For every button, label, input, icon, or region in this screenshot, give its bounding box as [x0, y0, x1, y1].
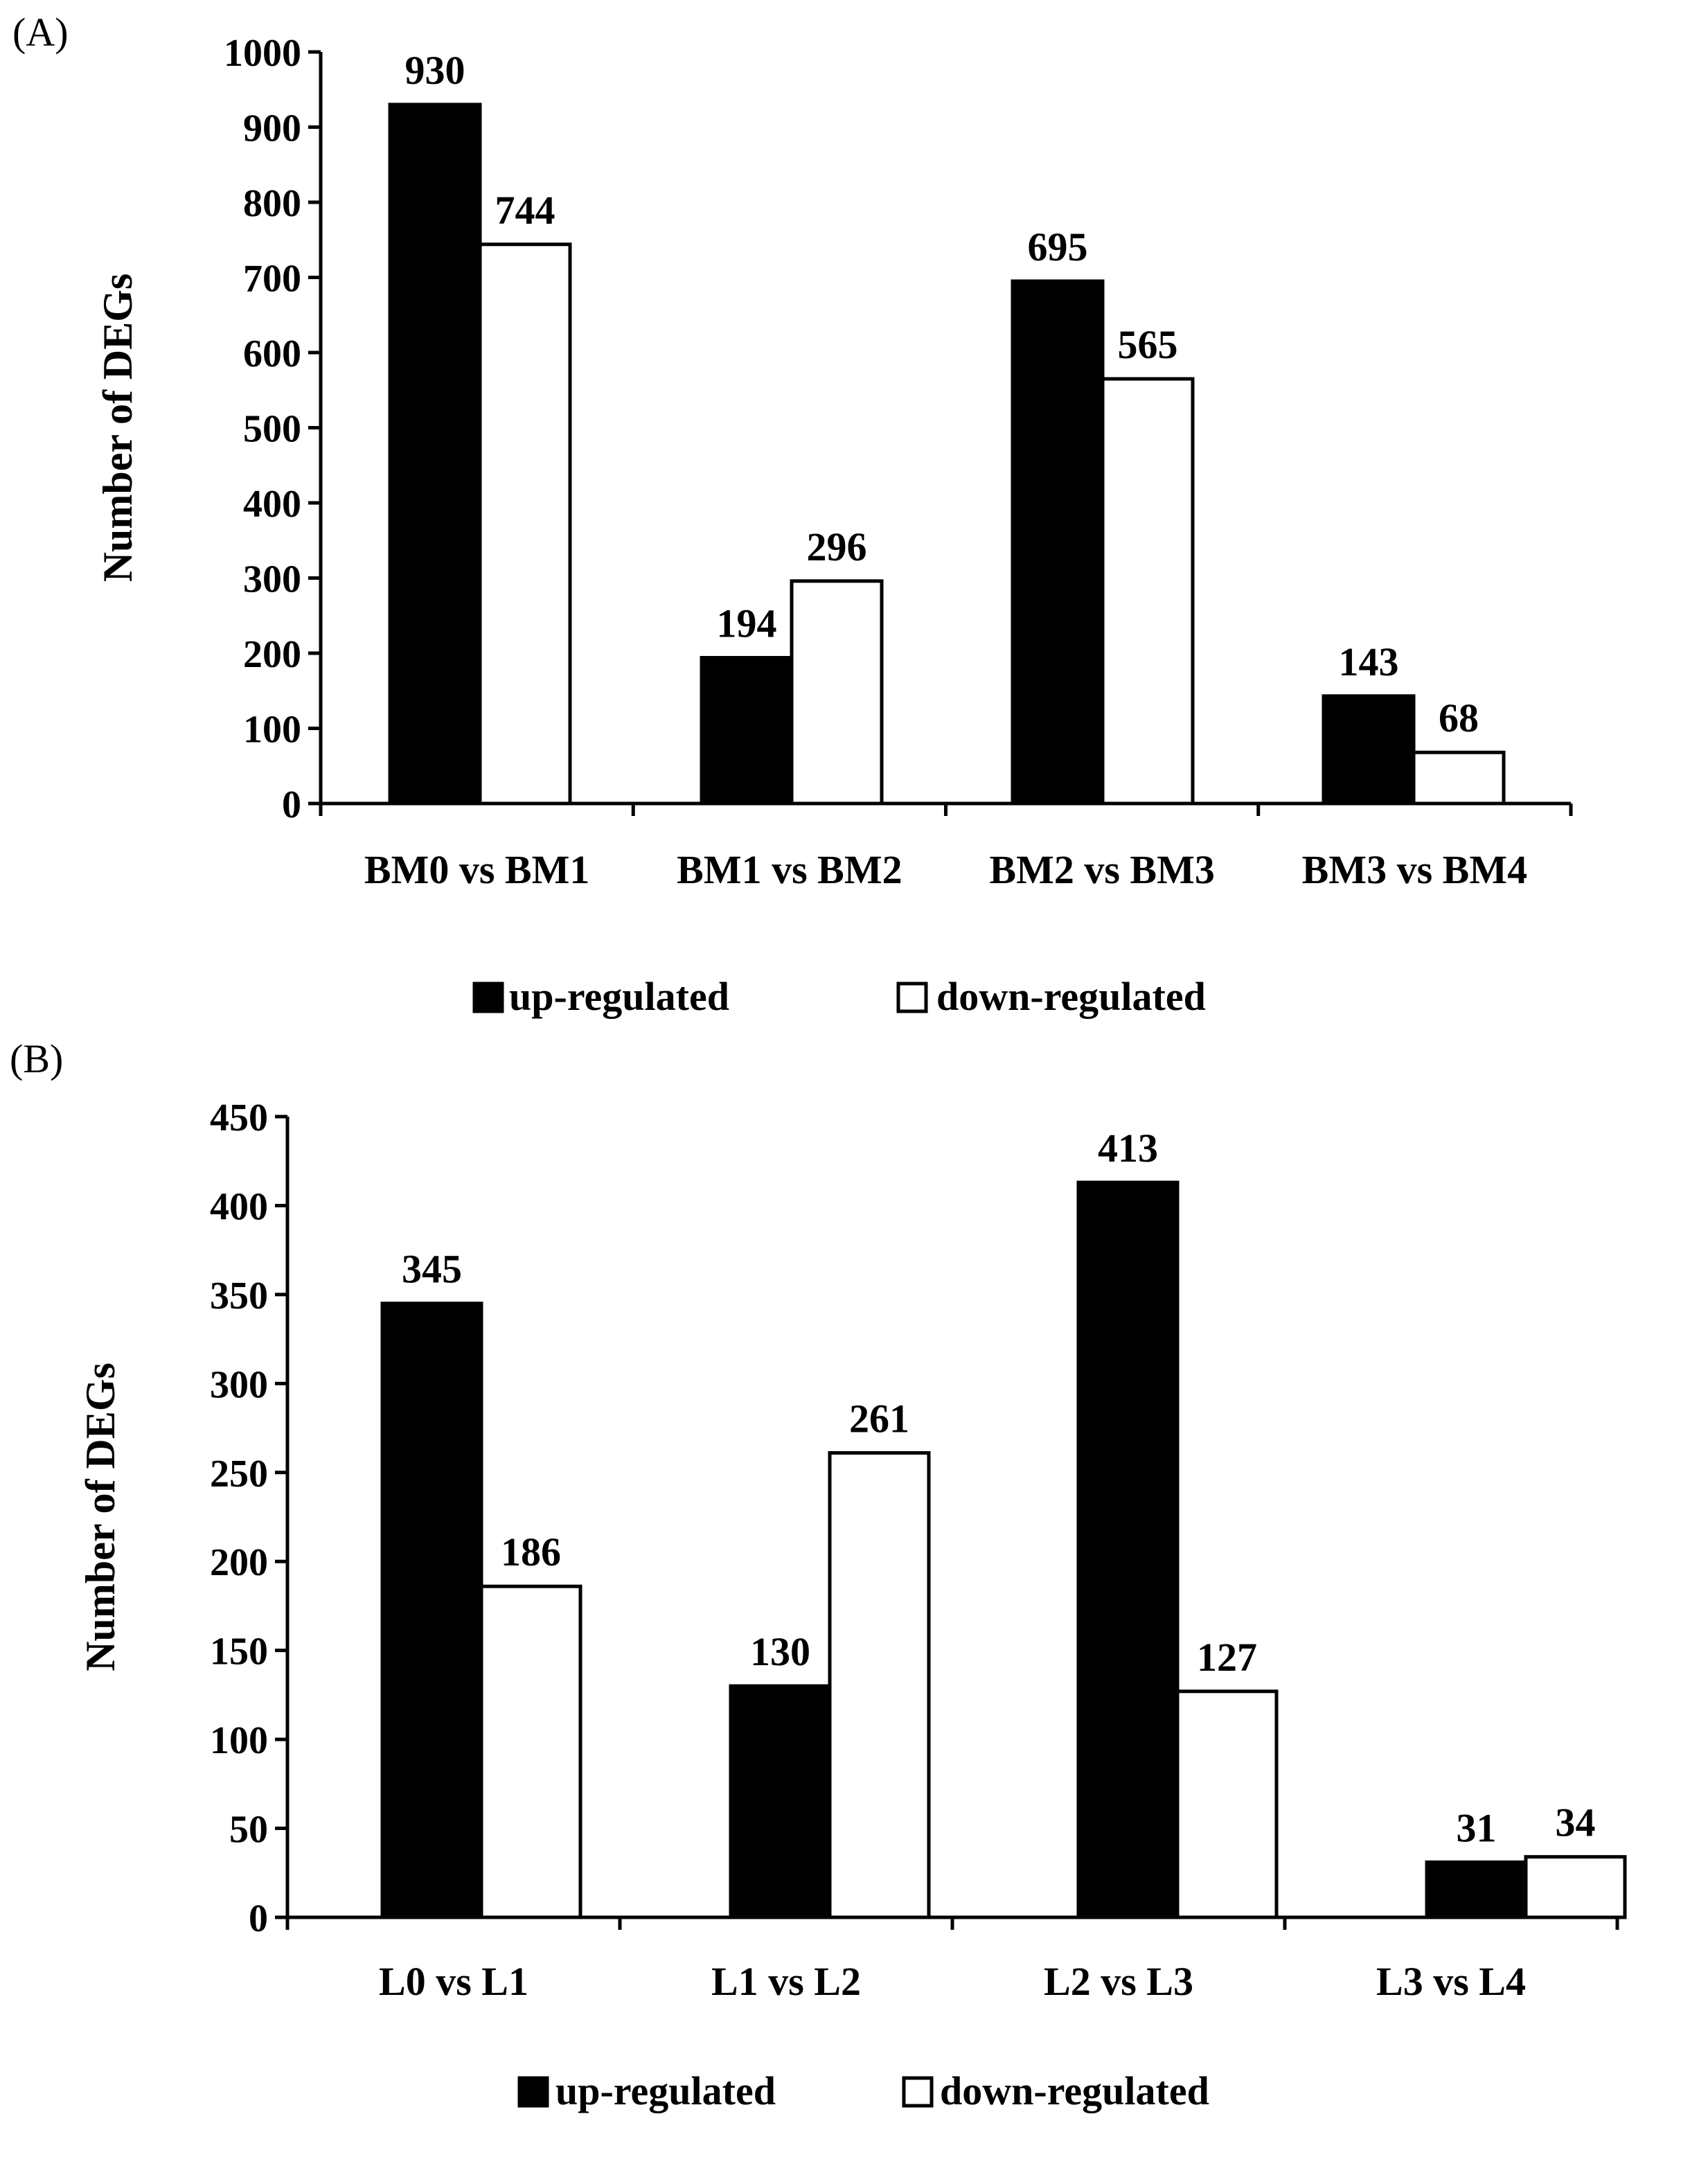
y-tick-label: 50: [229, 1809, 268, 1852]
x-tick-label: BM1 vs BM2: [677, 847, 902, 892]
bar-down-0: [479, 1584, 582, 1919]
data-label: 744: [495, 188, 555, 233]
legend: up-regulated down-regulated: [472, 974, 1206, 1019]
y-tick-label: 500: [243, 408, 301, 451]
x-tick-label: BM0 vs BM1: [364, 847, 589, 892]
data-label: 34: [1556, 1800, 1596, 1845]
bar-up-3: [1425, 1860, 1528, 1919]
y-tick-label: 100: [243, 709, 301, 752]
y-tick-label: 200: [243, 633, 301, 676]
bar-down-1: [790, 579, 884, 806]
x-tick-label: L3 vs L4: [1376, 1959, 1526, 2004]
data-label: 930: [405, 48, 465, 93]
y-tick-label: 700: [243, 258, 301, 301]
y-tick-label: 250: [210, 1453, 268, 1495]
panel-label: (B): [10, 1036, 63, 1081]
bar-down-2: [1175, 1689, 1279, 1919]
data-label: 413: [1098, 1126, 1158, 1171]
bar-down-0: [478, 242, 572, 806]
y-tick-label: 100: [210, 1719, 268, 1762]
legend-label: down-regulated: [936, 974, 1206, 1019]
legend: up-regulated down-regulated: [517, 2068, 1209, 2113]
data-label: 186: [501, 1529, 561, 1574]
data-label: 695: [1028, 224, 1088, 269]
data-label: 31: [1457, 1805, 1497, 1850]
bar-up-2: [1011, 279, 1105, 806]
bar-up-1: [700, 656, 794, 806]
y-axis-label: Number of DEGs: [78, 1362, 123, 1671]
bar-up-2: [1076, 1180, 1180, 1919]
y-tick-label: 900: [243, 107, 301, 150]
legend-swatch-up: [472, 982, 504, 1013]
data-label: 345: [402, 1247, 462, 1292]
data-label: 296: [807, 524, 867, 569]
legend-swatch-up: [517, 2076, 549, 2108]
y-tick-label: 400: [210, 1185, 268, 1228]
data-label: 143: [1339, 639, 1399, 684]
y-tick-label: 0: [282, 783, 301, 826]
bar-down-3: [1524, 1855, 1627, 1919]
data-label: 130: [750, 1629, 810, 1674]
y-tick-label: 350: [210, 1275, 268, 1317]
bar-down-1: [828, 1451, 931, 1919]
chart-panel-b: (B) 0 50 100 150 200 250 300 350 400 450 L0 vs L1 L1…: [10, 1036, 1627, 2113]
data-label: 194: [717, 601, 777, 646]
y-tick-label: 1000: [224, 32, 301, 75]
data-label: 565: [1118, 322, 1178, 367]
x-tick-label: L0 vs L1: [379, 1959, 528, 2004]
y-axis-label: Number of DEGs: [95, 274, 141, 583]
bar-up-1: [729, 1684, 832, 1919]
bar-up-3: [1322, 694, 1416, 806]
legend-swatch-down: [896, 982, 928, 1013]
bar-up-0: [388, 103, 482, 806]
legend-swatch-down: [902, 2076, 934, 2108]
bar-up-0: [380, 1302, 483, 1919]
chart-panel-a: (A) 0 100 200 300 400 500 600 700 800 900 1000 BM0 v…: [12, 10, 1573, 1019]
bar-down-3: [1412, 750, 1506, 806]
x-tick-label: BM3 vs BM4: [1302, 847, 1527, 892]
y-tick-label: 300: [210, 1363, 268, 1406]
data-label: 261: [849, 1396, 909, 1441]
legend-label: up-regulated: [555, 2068, 776, 2113]
legend-label: down-regulated: [940, 2068, 1209, 2113]
bar-down-2: [1101, 377, 1195, 806]
x-tick-label: L1 vs L2: [711, 1959, 861, 2004]
x-tick-label: BM2 vs BM3: [989, 847, 1214, 892]
y-tick-label: 150: [210, 1631, 268, 1674]
panel-label: (A): [12, 10, 69, 55]
y-tick-label: 300: [243, 558, 301, 601]
y-tick-label: 200: [210, 1541, 268, 1584]
y-tick-label: 450: [210, 1097, 268, 1139]
data-label: 127: [1197, 1635, 1257, 1680]
y-tick-label: 400: [243, 483, 301, 526]
y-tick-label: 0: [249, 1897, 268, 1940]
y-tick-label: 800: [243, 182, 301, 225]
y-tick-label: 600: [243, 332, 301, 375]
legend-label: up-regulated: [509, 974, 729, 1019]
data-label: 68: [1439, 695, 1479, 740]
x-tick-label: L2 vs L3: [1044, 1959, 1193, 2004]
